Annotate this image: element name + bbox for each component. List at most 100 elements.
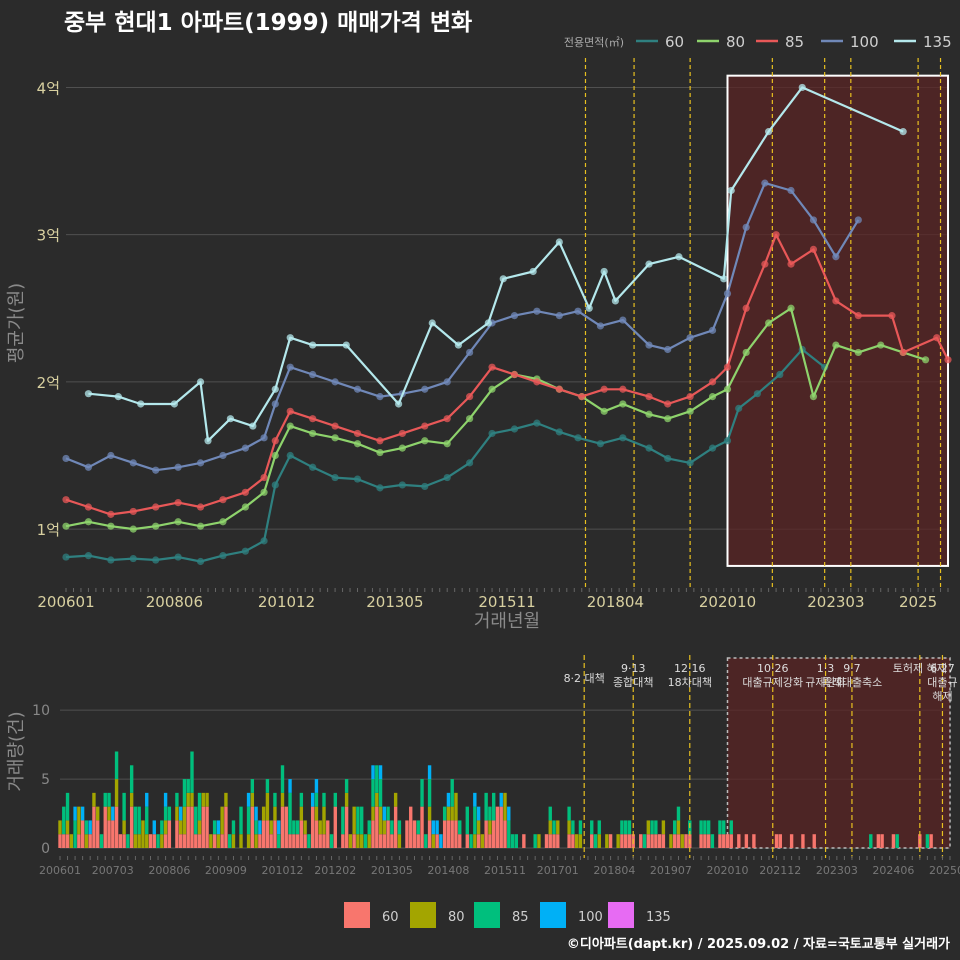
volume-bar-85 (314, 792, 319, 807)
volume-bar-60 (491, 820, 496, 848)
volume-bar-80 (680, 834, 684, 848)
volume-bar-85 (307, 834, 311, 848)
price-point-80 (219, 518, 227, 526)
volume-bar-60 (484, 820, 488, 848)
volume-bar-100 (314, 779, 319, 793)
price-point-135 (454, 341, 463, 349)
volume-bar-60 (684, 834, 688, 848)
price-point-100 (787, 186, 795, 195)
price-point-85 (832, 297, 840, 305)
volume-bar-80 (375, 792, 379, 807)
price-point-80 (708, 393, 717, 401)
volume-bar-80 (197, 820, 202, 835)
volume-policy-label: 12·16 (674, 662, 706, 675)
volume-bar-80 (431, 834, 436, 848)
volume-bar-80 (344, 792, 349, 807)
volume-bar-80 (676, 820, 681, 835)
volume-x-tick-label: 202406 (872, 864, 914, 877)
volume-bar-85 (450, 779, 454, 807)
volume-bar-85 (160, 820, 164, 835)
volume-bar-80 (114, 779, 119, 807)
volume-bar-60 (623, 834, 628, 848)
volume-bar-100 (371, 765, 375, 780)
volume-bar-85 (473, 806, 477, 835)
volume-bar-85 (676, 806, 681, 821)
volume-y-tick-label: 5 (41, 772, 50, 788)
volume-bar-85 (469, 834, 473, 848)
volume-bar-100 (288, 779, 292, 793)
volume-bar-85 (212, 820, 217, 835)
volume-bar-85 (416, 820, 420, 835)
volume-bar-100 (431, 820, 436, 835)
volume-bar-80 (231, 834, 236, 848)
volume-bar-80 (597, 834, 601, 848)
volume-bar-85 (277, 834, 281, 848)
volume-bar-85 (654, 820, 658, 835)
chart-title: 중부 현대1 아파트(1999) 매매가격 변화 (64, 10, 472, 36)
price-point-135 (84, 390, 93, 398)
volume-bar-80 (548, 820, 552, 835)
volume-x-tick-label: 201012 (262, 864, 304, 877)
volume-x-tick-label: 201408 (427, 864, 469, 877)
price-point-85 (888, 312, 896, 320)
volume-bar-60 (499, 806, 503, 848)
price-point-85 (619, 385, 627, 393)
price-point-100 (376, 393, 384, 401)
volume-bar-80 (265, 792, 270, 821)
volume-bar-85 (273, 792, 277, 807)
volume-legend-label-100: 100 (578, 910, 603, 925)
price-point-85 (899, 348, 907, 357)
price-panel: 1억 2억 3억 4억 200601 200806 201012 201305 201511 20… (6, 33, 952, 632)
volume-bar-60 (774, 834, 779, 848)
volume-bar-85 (322, 792, 326, 807)
price-point-80 (488, 385, 496, 393)
price-point-80 (619, 400, 627, 408)
volume-x-tick-label: 200909 (205, 864, 247, 877)
volume-bar-60 (341, 834, 345, 848)
volume-bar-80 (578, 834, 583, 848)
volume-bar-85 (103, 792, 107, 807)
volume-legend-label-135: 135 (646, 910, 671, 925)
volume-bar-85 (122, 792, 126, 821)
volume-bar-85 (590, 820, 594, 835)
price-point-135 (600, 267, 608, 276)
volume-bar-60 (375, 806, 379, 848)
volume-bar-60 (657, 834, 662, 848)
volume-bar-60 (390, 834, 394, 848)
volume-policy-label: 해제 (932, 689, 952, 703)
price-point-100 (723, 289, 732, 298)
volume-bar-80 (352, 806, 356, 835)
volume-bar-60 (409, 806, 413, 848)
volume-bar-85 (341, 806, 345, 835)
volume-x-tick-label: 202010 (707, 864, 749, 877)
volume-bar-100 (499, 792, 503, 807)
price-point-100 (107, 451, 115, 460)
volume-bar-60 (699, 834, 703, 848)
price-point-135 (226, 415, 235, 423)
volume-bar-80 (84, 834, 89, 848)
price-point-135 (286, 334, 294, 342)
price-point-80 (832, 341, 840, 349)
price-point-100 (309, 370, 317, 379)
volume-bar-80 (661, 820, 666, 835)
volume-bar-60 (891, 834, 896, 848)
volume-bar-60 (548, 834, 552, 848)
volume-bar-85 (167, 806, 172, 821)
price-point-85 (241, 488, 249, 496)
volume-bar-80 (360, 834, 364, 848)
price-point-80 (877, 341, 885, 349)
volume-bar-85 (706, 820, 711, 835)
volume-bar-85 (114, 751, 119, 780)
volume-bar-60 (269, 834, 273, 848)
volume-bar-80 (393, 792, 398, 807)
volume-highlight-box (726, 657, 951, 849)
price-point-60 (84, 552, 93, 560)
price-point-85 (787, 260, 795, 268)
volume-policy-label: 18차대책 (668, 676, 712, 689)
volume-bar-80 (473, 834, 477, 848)
price-legend-label-85: 85 (785, 33, 804, 51)
volume-bar-60 (175, 820, 179, 848)
volume-bar-85 (344, 779, 349, 793)
volume-legend-swatch-60 (344, 902, 370, 928)
